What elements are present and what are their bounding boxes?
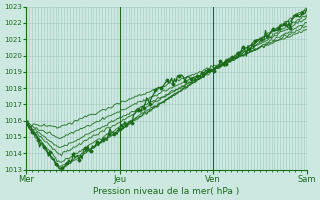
X-axis label: Pression niveau de la mer( hPa ): Pression niveau de la mer( hPa ) xyxy=(93,187,240,196)
